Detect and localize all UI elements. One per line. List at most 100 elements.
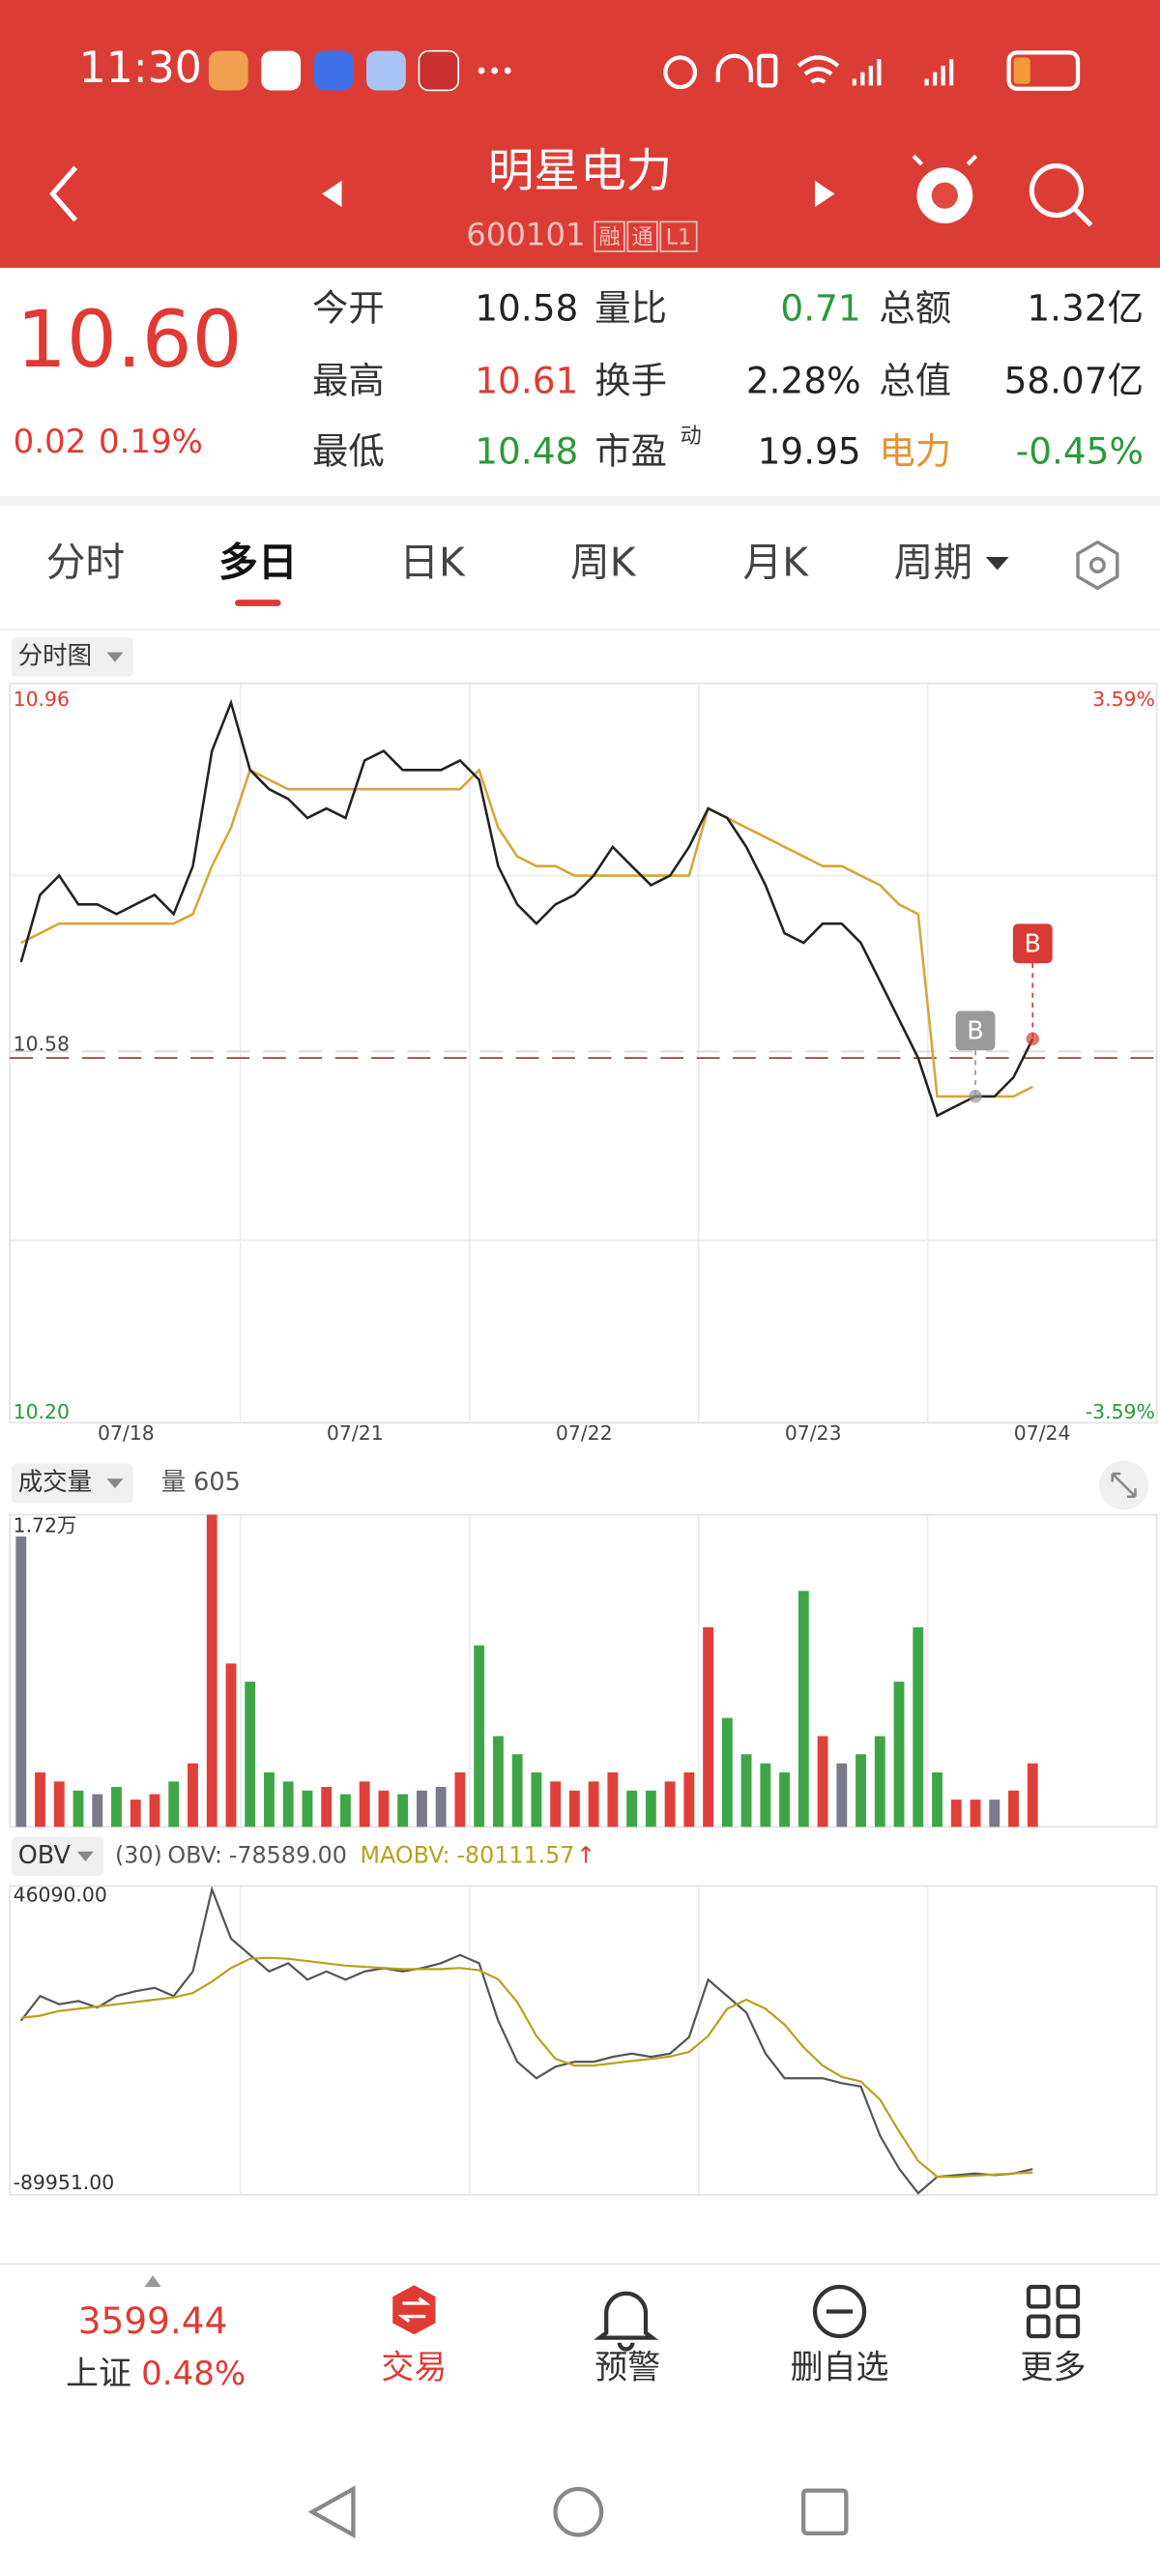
selector-chip[interactable] [11, 1836, 104, 1877]
nav-handle [144, 2275, 161, 2287]
y-tick-label: 1.72万 [14, 1513, 77, 1537]
volume-bar [92, 1794, 103, 1828]
nav-label[interactable]: 预警 [594, 2348, 660, 2386]
legend-name: MAOBV: [361, 1841, 450, 1868]
tab[interactable]: 多日 [218, 539, 298, 585]
y2-tick-label: 3.59% [1092, 688, 1155, 711]
volume-bar [416, 1790, 427, 1828]
volume-bar [932, 1771, 942, 1828]
badge-box [594, 220, 625, 252]
stat-label: 总值 [879, 359, 951, 401]
volume-bar [626, 1790, 638, 1828]
nav-label[interactable]: 更多 [1021, 2348, 1087, 2386]
tab[interactable]: 周K [570, 539, 637, 585]
badge: 通 [632, 224, 653, 249]
status-time: 11:30 [79, 44, 202, 93]
price-line [19, 698, 1034, 1118]
selector-chip[interactable] [11, 637, 133, 677]
next-stock[interactable] [815, 180, 835, 208]
stock-code: 600101 [466, 217, 585, 253]
marker-label: B [967, 1017, 983, 1046]
robot-icon[interactable] [912, 154, 978, 224]
volume-bar [35, 1771, 45, 1828]
volume-bar [740, 1754, 752, 1828]
volume-bar [703, 1626, 714, 1828]
selector-arrow [106, 1478, 124, 1489]
volume-bar [397, 1794, 409, 1828]
tab[interactable]: 分时 [46, 539, 126, 585]
stat-value: 10.61 [475, 359, 578, 401]
tab[interactable]: 周期 [894, 539, 973, 585]
volume-bar [970, 1800, 981, 1828]
volume-bar [511, 1754, 523, 1828]
stat-label: 市盈 [594, 429, 667, 472]
more-icon[interactable] [1026, 2284, 1081, 2339]
nav-items: 交易 预警 删自选 更多 [381, 2348, 1086, 2386]
y-tick-label: 46090.00 [14, 1884, 107, 1907]
nav-back[interactable] [307, 2485, 356, 2539]
volume-bar [359, 1781, 370, 1828]
volume-bar [760, 1763, 771, 1828]
stat-label: 换手 [594, 359, 667, 401]
tab-indicator [235, 600, 281, 606]
volume-bar [206, 1514, 218, 1828]
index-change: 0.48% [141, 2355, 246, 2393]
stat-value: 0.71 [780, 287, 860, 330]
remove-icon[interactable] [812, 2284, 867, 2339]
nav-recent[interactable] [801, 2488, 849, 2535]
panel-border [9, 1513, 1158, 1829]
prev-stock[interactable] [322, 180, 342, 208]
stat-label: 电力 [879, 429, 951, 472]
volume-bar [798, 1591, 809, 1828]
volume-bar [893, 1682, 905, 1828]
price-change: 0.02 [14, 423, 87, 461]
volume-bar [1008, 1790, 1019, 1828]
volume-bar [168, 1781, 180, 1828]
cut-row [0, 2201, 1160, 2265]
badges: 融通 L1 [594, 220, 698, 252]
badge: L1 [666, 224, 691, 249]
alert-icon[interactable] [594, 2291, 659, 2352]
y-tick-label: 10.58 [14, 1033, 70, 1056]
volume-label: 量 605 [161, 1468, 241, 1497]
tab[interactable]: 月K [743, 539, 810, 585]
badge-box [659, 220, 698, 252]
stat-value: 2.28% [746, 359, 861, 401]
selector-chip[interactable] [11, 1463, 133, 1504]
back-button[interactable] [49, 165, 78, 222]
nav-home[interactable] [553, 2486, 604, 2537]
status-app-icons [208, 49, 511, 92]
tab[interactable]: 日K [399, 539, 466, 585]
volume-bar [149, 1794, 160, 1828]
index-name: 上证 [66, 2355, 131, 2393]
selector-arrow [76, 1851, 94, 1861]
search-icon[interactable] [1029, 163, 1093, 227]
expand-icon [1111, 1472, 1137, 1499]
trend-arrow: ↑ [576, 1841, 595, 1868]
chart-title: 成交量 [18, 1468, 92, 1497]
chart-selector: 分时图 [18, 642, 92, 671]
tabs: 分时 多日 日K 周K 月K 周期 [46, 539, 973, 606]
y-tick-label: -89951.00 [14, 2171, 115, 2194]
volume-bar [607, 1771, 619, 1828]
panel-border [9, 1885, 1158, 2196]
nav-label[interactable]: 删自选 [791, 2348, 889, 2386]
volume-bar [435, 1786, 447, 1828]
stat-value: 19.95 [758, 429, 861, 472]
volume-bar [15, 1536, 27, 1828]
settings-icon[interactable] [1076, 540, 1119, 591]
nav-label[interactable]: 交易 [381, 2348, 447, 2386]
marker-label: B [1025, 929, 1041, 958]
volume-bar [264, 1771, 275, 1828]
volume-bar [874, 1736, 885, 1828]
stat-label: 最高 [312, 359, 385, 401]
last-price: 10.60 [16, 294, 243, 386]
volume-bar [817, 1736, 828, 1828]
volume-bar [111, 1786, 122, 1828]
volume-bar [721, 1717, 733, 1828]
trade-icon[interactable] [392, 2285, 436, 2335]
indicator-line [20, 1956, 1033, 2179]
volume-bar [779, 1771, 791, 1828]
